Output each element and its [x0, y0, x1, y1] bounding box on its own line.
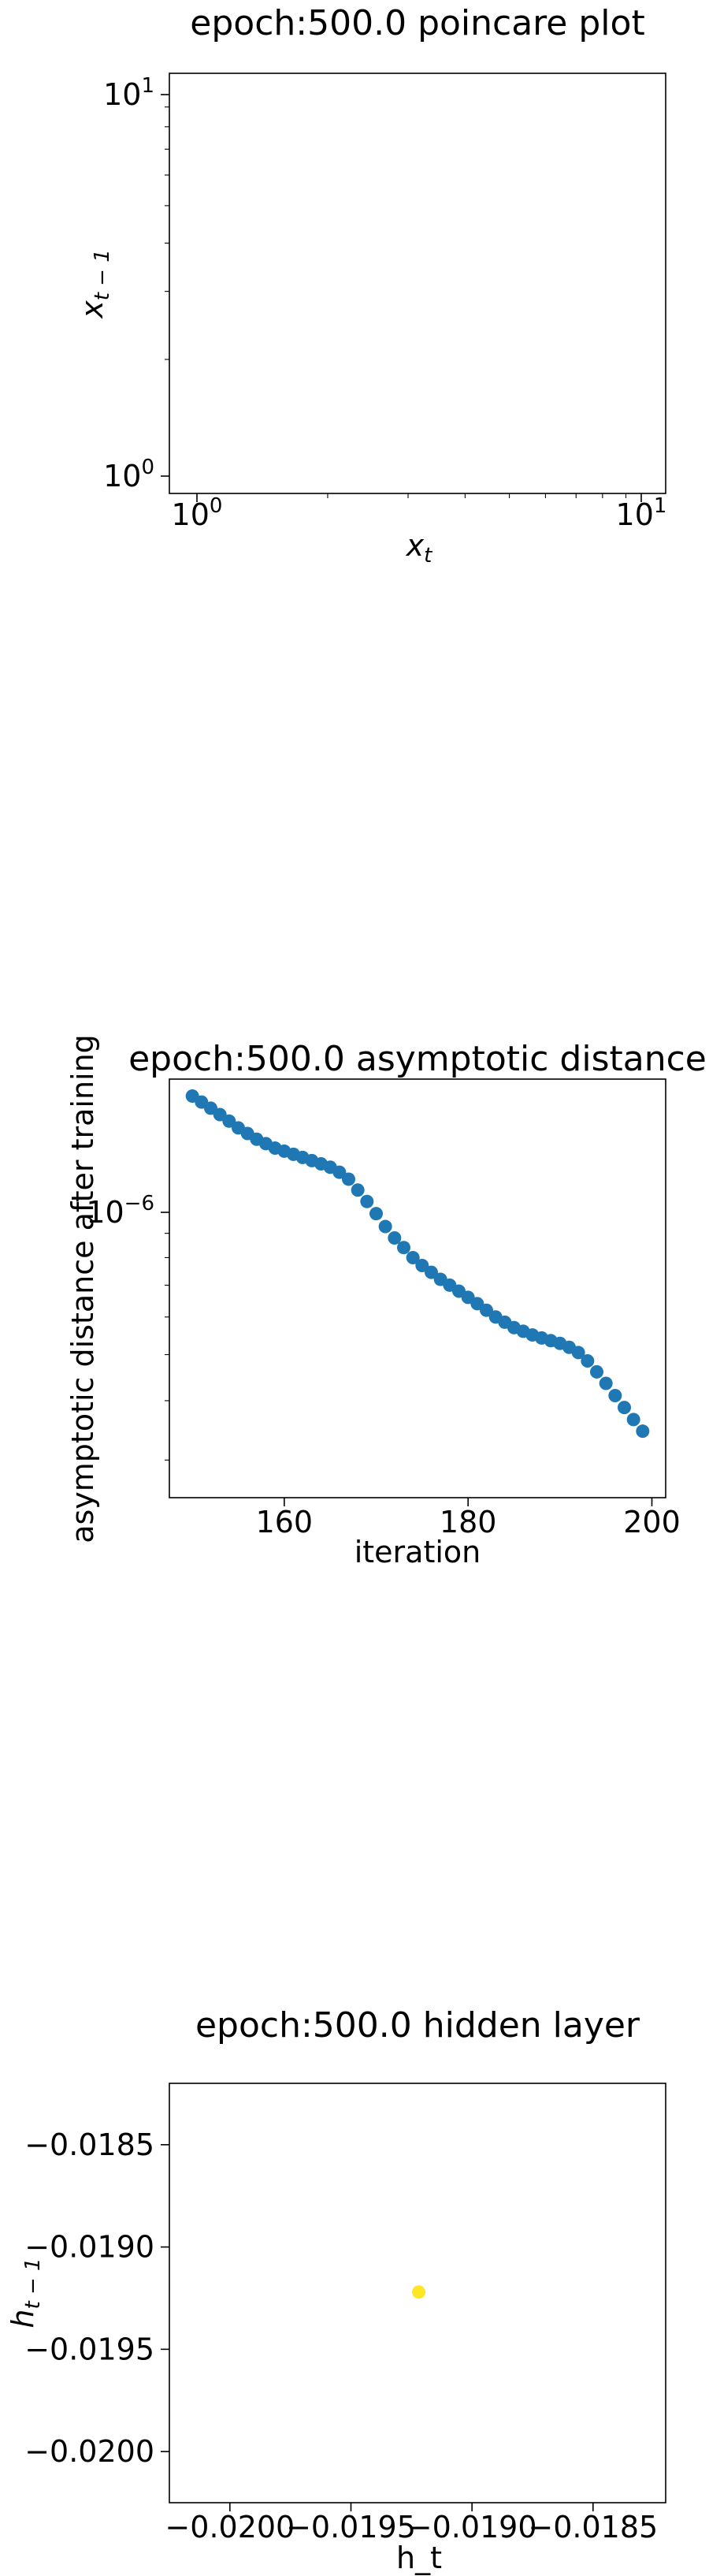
y-tick-label: −0.0195 — [24, 2332, 154, 2366]
x-tick-label: 200 — [623, 1505, 681, 1539]
y-tick: −0.0190 — [24, 2230, 169, 2265]
chart-title: epoch:500.0 asymptotic distance — [128, 1039, 707, 1079]
y-ticks: −0.0185 −0.0190 −0.0195 −0.0200 — [24, 2127, 169, 2469]
plot-frame — [169, 1078, 666, 1498]
y-minor-ticks — [165, 1233, 169, 1461]
data-point — [581, 1353, 595, 1368]
data-point — [222, 1114, 236, 1128]
x-tick-label: 101 — [616, 494, 667, 532]
data-point — [415, 1258, 429, 1272]
x-tick-label: 100 — [172, 494, 223, 532]
data-point — [397, 1241, 410, 1255]
hidden-layer-chart: epoch:500.0 hidden layer −0.0200−0.0195−… — [6, 2005, 666, 2575]
data-point — [332, 1165, 347, 1179]
chart-title: epoch:500.0 hidden layer — [195, 2005, 640, 2046]
x-ticks: −0.0200−0.0195−0.0190−0.0185 — [165, 2503, 658, 2544]
y-tick-label: −0.0185 — [24, 2127, 154, 2162]
x-axis-label: xt — [406, 528, 433, 568]
data-point — [590, 1364, 603, 1379]
y-tick-label: 101 — [103, 74, 154, 112]
data-point — [626, 1413, 640, 1427]
x-tick: 100 — [172, 493, 223, 532]
y-axis-label: xt − 1 — [75, 249, 114, 319]
data-point — [636, 1424, 650, 1439]
y-tick-label: −0.0190 — [24, 2230, 154, 2265]
y-tick: 100 — [103, 456, 169, 493]
data-point — [571, 1346, 585, 1360]
asymptotic-distance-chart: epoch:500.0 asymptotic distance 160 180 20… — [65, 1034, 707, 1569]
poincare-plot-chart: epoch:500.0 poincare plot 100 101 100 10… — [75, 3, 667, 568]
data-point — [618, 1401, 631, 1415]
data-point — [425, 1265, 438, 1279]
data-point — [599, 1376, 613, 1390]
x-tick-label: 180 — [440, 1505, 497, 1539]
x-tick: −0.0195 — [286, 2503, 416, 2544]
y-tick-label: −0.0200 — [24, 2434, 154, 2469]
data-point — [351, 1183, 365, 1197]
data-points — [412, 2285, 426, 2299]
data-point — [608, 1388, 622, 1402]
data-point — [369, 1207, 383, 1221]
x-axis-label: iteration — [354, 1535, 481, 1569]
minor-ticks — [165, 106, 627, 498]
data-point — [388, 1231, 402, 1245]
x-ticks: 160 180 200 — [256, 1498, 681, 1539]
x-tick: −0.0190 — [407, 2503, 537, 2544]
data-point — [412, 2285, 426, 2299]
y-tick-label: 100 — [103, 456, 154, 493]
data-point — [480, 1303, 493, 1317]
data-point — [378, 1219, 392, 1234]
x-tick: 160 — [256, 1498, 314, 1539]
data-point — [342, 1172, 355, 1186]
x-tick-label: −0.0200 — [165, 2510, 295, 2544]
x-tick-label: 160 — [256, 1505, 314, 1539]
x-tick-label: −0.0190 — [407, 2510, 537, 2544]
data-point — [406, 1250, 420, 1264]
y-axis-label: ht − 1 — [6, 2258, 45, 2328]
x-tick-label: −0.0185 — [528, 2510, 658, 2544]
x-tick: −0.0200 — [165, 2503, 295, 2544]
x-axis-label: h_t — [396, 2541, 442, 2575]
x-tick: −0.0185 — [528, 2503, 658, 2544]
y-tick: −0.0200 — [24, 2434, 169, 2469]
chart-title: epoch:500.0 poincare plot — [190, 3, 644, 43]
y-tick: −0.0195 — [24, 2332, 169, 2366]
x-tick-label: −0.0195 — [286, 2510, 416, 2544]
plot-frame — [169, 73, 666, 494]
x-tick: 101 — [616, 493, 667, 532]
plot-frame — [169, 2083, 666, 2503]
y-tick: 101 — [103, 74, 169, 112]
y-tick: −0.0185 — [24, 2127, 169, 2162]
data-point — [360, 1194, 374, 1208]
data-points — [185, 1089, 650, 1439]
x-tick: 180 — [440, 1498, 497, 1539]
y-axis-label: asymptotic distance after training — [65, 1034, 100, 1543]
x-tick: 200 — [623, 1498, 681, 1539]
